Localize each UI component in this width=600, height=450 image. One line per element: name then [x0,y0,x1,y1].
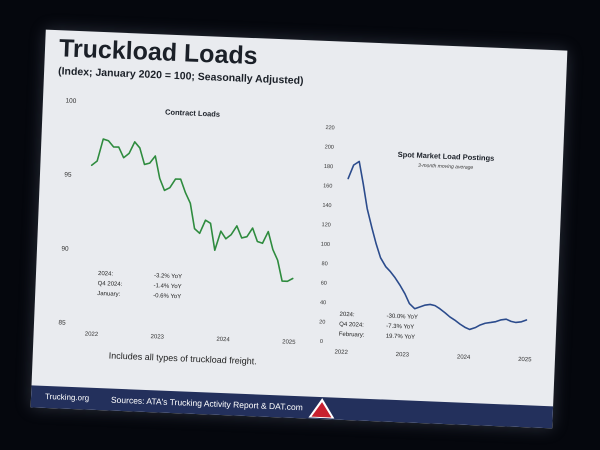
chart-subtitle: 3-month moving average [418,163,474,171]
y-tick-label: 200 [325,144,334,150]
y-tick-label: 90 [61,245,69,252]
annotation-value: 19.7% YoY [386,334,416,341]
series-line [347,160,528,331]
charts-area: Contract Loads 85 90 95 100 2022 2023 2024 2025 2… [58,98,532,364]
annotation-label: February: [339,332,365,339]
annotation-value: -3.2% YoY [154,273,182,280]
footer-sources: Sources: ATA's Trucking Activity Report … [110,394,304,413]
contract-loads-chart: Contract Loads 85 90 95 100 2022 2023 2024 2025 2… [58,98,296,346]
y-tick-label: 40 [320,300,326,306]
annotation-label: 2024: [339,312,355,319]
x-tick-label: 2025 [518,357,532,364]
y-tick-label: 95 [64,172,72,179]
series-line [90,138,294,283]
y-tick-label: 120 [321,222,330,228]
annotation-label: January: [97,291,121,298]
y-tick-label: 60 [321,281,327,287]
x-tick-label: 2022 [85,331,99,338]
annotation-label: 2024: [98,271,114,278]
x-tick-label: 2025 [282,339,296,346]
y-tick-label: 0 [320,339,323,345]
x-tick-label: 2023 [396,352,410,359]
x-tick-label: 2023 [150,334,164,341]
annotation-label: Q4 2024: [339,322,364,329]
annotation-label: Q4 2024: [98,281,123,288]
y-tick-label: 180 [324,164,333,170]
y-tick-label: 100 [321,242,330,248]
annotation-value: -1.4% YoY [153,283,181,290]
x-tick-label: 2024 [457,354,471,361]
presentation-slide: Truckload Loads (Index; January 2020 = 1… [30,29,568,429]
y-tick-label: 85 [58,319,66,326]
x-tick-label: 2022 [334,350,348,357]
y-tick-label: 80 [321,261,327,267]
annotation-value: -7.3% YoY [386,324,414,331]
annotation-value: -30.0% YoY [386,314,418,321]
footer-site-link[interactable]: Trucking.org [44,391,90,403]
chart-title: Contract Loads [165,108,220,119]
footer-bar: Trucking.org Sources: ATA's Trucking Act… [30,385,554,429]
y-tick-label: 20 [319,319,325,325]
y-tick-label: 100 [65,98,77,105]
y-tick-label: 160 [323,183,332,189]
chart-title: Spot Market Load Postings [398,150,495,163]
y-tick-label: 140 [322,203,331,209]
annotation-value: -0.6% YoY [153,293,181,300]
ata-logo-icon [308,398,335,419]
y-tick-label: 220 [325,125,334,131]
x-tick-label: 2024 [216,337,230,344]
